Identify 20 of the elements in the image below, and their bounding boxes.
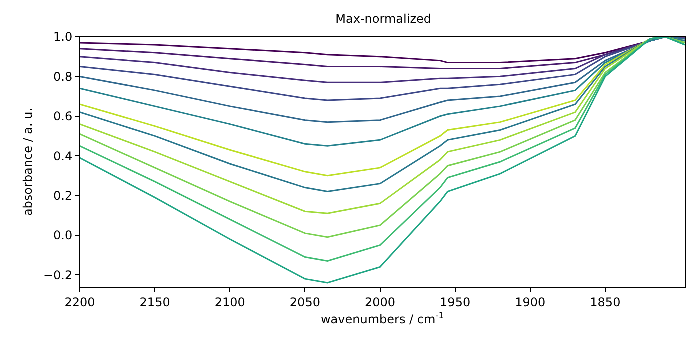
y-tick-label: −0.2 xyxy=(43,268,73,282)
x-tick-label: 2100 xyxy=(214,295,246,310)
x-tick-label: 2150 xyxy=(140,295,170,310)
x-tick-label: 1850 xyxy=(590,295,621,310)
x-axis-title: wavenumbers / cm$^{-1}$ xyxy=(320,310,444,326)
x-tick-label: 1950 xyxy=(440,295,471,310)
x-tick-label: 1900 xyxy=(515,295,546,310)
y-tick-label: 0.6 xyxy=(54,110,73,124)
line-series xyxy=(80,37,685,84)
y-tick-label: 0.8 xyxy=(54,70,73,84)
y-tick-label: 1.0 xyxy=(54,30,73,44)
x-tick-label: 2000 xyxy=(364,295,396,310)
y-axis-title: absorbance / a. u. xyxy=(20,108,35,216)
chart-title: Max-normalized xyxy=(336,12,432,26)
x-tick-label: 2050 xyxy=(290,295,320,310)
y-tick-label: 0.0 xyxy=(54,228,73,243)
x-tick-label: 2200 xyxy=(64,295,96,310)
y-tick-label: 0.2 xyxy=(54,188,73,203)
line-series xyxy=(80,37,685,124)
y-tick-label: 0.4 xyxy=(54,149,73,164)
